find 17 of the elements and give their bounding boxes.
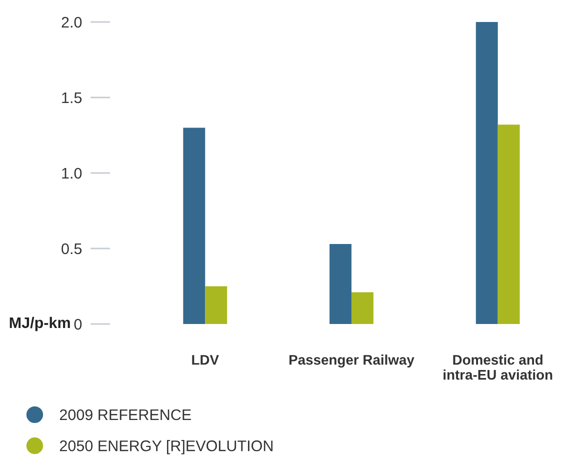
- x-tick-label: Domestic and intra-EU aviation: [444, 354, 552, 380]
- bar: [183, 128, 206, 324]
- bar: [476, 22, 498, 324]
- x-tick-label: LDV: [192, 355, 219, 365]
- y-tick-label: 0: [74, 318, 82, 330]
- y-tick-label: 2.0: [62, 16, 82, 28]
- bar: [351, 292, 374, 324]
- bar: [330, 244, 352, 324]
- y-axis-title: MJ/p-km: [10, 316, 70, 332]
- y-tick-label: 0.5: [62, 243, 82, 254]
- bar: [205, 286, 228, 324]
- y-tick-label: 1.0: [62, 168, 82, 179]
- x-tick-label: Passenger Railway: [289, 354, 414, 368]
- legend-label: 2050 ENERGY [R]EVOLUTION: [60, 440, 272, 454]
- legend-label: 2009 REFERENCE: [60, 409, 191, 420]
- bar: [498, 124, 520, 324]
- y-tick-label: 1.5: [62, 92, 82, 104]
